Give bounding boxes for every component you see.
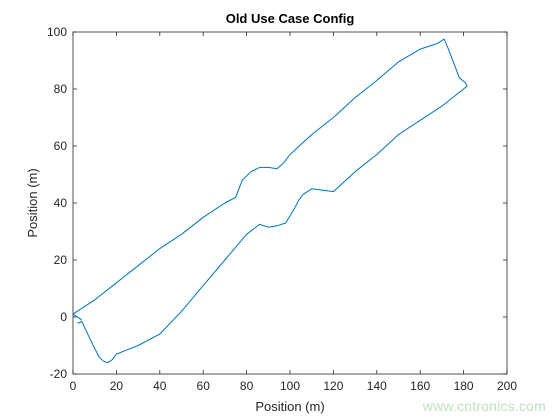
y-tick-label: -20	[50, 367, 68, 381]
x-tick-label: 40	[153, 379, 167, 393]
plot-area	[72, 31, 508, 375]
tick-layer: 0 20 40 60 80 100 120 140 160 180 200-200204060801…	[47, 25, 517, 393]
x-tick-label: 140	[367, 379, 387, 393]
x-axis-label: Position (m)	[255, 399, 324, 414]
chart-title: Old Use Case Config	[226, 11, 355, 26]
x-tick-label: 160	[410, 379, 430, 393]
x-tick-label: 120	[323, 379, 343, 393]
x-tick-label: 200	[497, 379, 517, 393]
trajectory-line	[72, 38, 468, 364]
y-tick-label: 40	[54, 196, 68, 210]
watermark-text: www.cntronics.com	[422, 398, 546, 414]
x-tick-label: 100	[280, 379, 300, 393]
x-tick-label: 0	[70, 379, 77, 393]
x-tick-label: 180	[454, 379, 474, 393]
x-tick-label: 60	[197, 379, 211, 393]
y-axis-label: Position (m)	[25, 168, 40, 237]
y-tick-label: 60	[54, 139, 68, 153]
y-tick-label: 20	[54, 253, 68, 267]
y-tick-label: 0	[60, 310, 67, 324]
y-tick-label: 100	[47, 25, 67, 39]
x-tick-label: 80	[240, 379, 254, 393]
series-layer	[72, 38, 468, 364]
x-tick-label: 20	[110, 379, 124, 393]
y-tick-label: 80	[54, 82, 68, 96]
